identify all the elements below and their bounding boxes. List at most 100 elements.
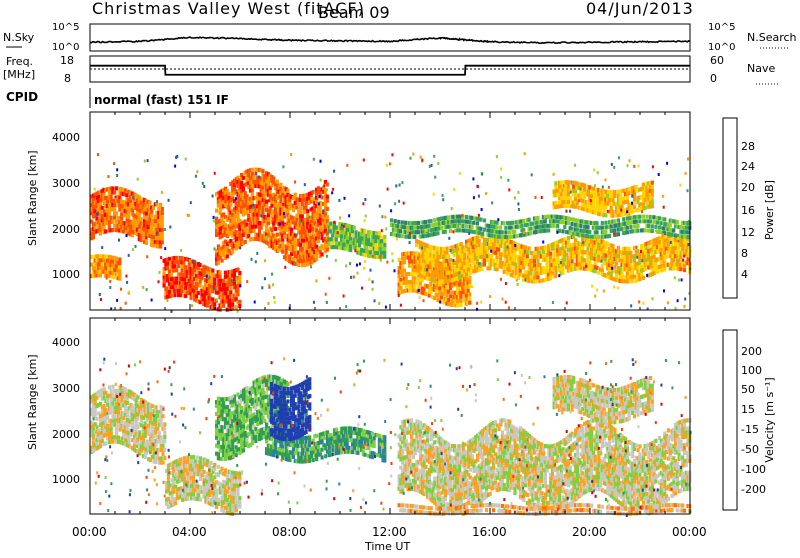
- heatmap-cell: [110, 410, 113, 414]
- heatmap-cell: [154, 422, 157, 426]
- heatmap-cell: [397, 220, 400, 224]
- heatmap-cell: [633, 275, 636, 279]
- heatmap-cell: [672, 229, 675, 233]
- heatmap-cell: [367, 238, 370, 242]
- scatter-cell: [403, 202, 405, 205]
- heatmap-cell: [398, 258, 401, 262]
- heatmap-cell: [376, 251, 379, 255]
- scatter-cell: [166, 299, 168, 302]
- heatmap-cell: [468, 284, 471, 288]
- heatmap-cell: [611, 244, 614, 248]
- heatmap-cell: [154, 418, 157, 422]
- scatter-cell: [311, 197, 313, 200]
- scatter-cell: [164, 228, 166, 231]
- heatmap-cell: [479, 218, 482, 222]
- heatmap-cell: [403, 268, 406, 272]
- scatter-cell: [191, 304, 193, 307]
- scatter-cell: [266, 236, 268, 239]
- heatmap-cell: [147, 204, 150, 208]
- heatmap-cell: [328, 241, 331, 245]
- heatmap-cell: [629, 225, 632, 229]
- heatmap-cell: [578, 254, 581, 258]
- heatmap-cell: [667, 242, 670, 246]
- heatmap-cell: [538, 263, 541, 267]
- heatmap-cell: [631, 229, 634, 233]
- heatmap-cell: [299, 210, 302, 214]
- heatmap-cell: [218, 270, 221, 274]
- heatmap-cell: [188, 262, 191, 266]
- heatmap-cell: [529, 227, 532, 231]
- heatmap-cell: [192, 476, 195, 480]
- heatmap-cell: [451, 266, 454, 270]
- scatter-cell: [268, 245, 270, 248]
- heatmap-cell: [163, 431, 166, 435]
- scatter-cell: [433, 193, 435, 196]
- scatter-cell: [420, 156, 422, 159]
- scatter-cell: [120, 288, 122, 291]
- heatmap-cell: [683, 235, 686, 239]
- scatter-cell: [368, 278, 370, 281]
- heatmap-cell: [258, 197, 261, 201]
- heatmap-cell: [238, 271, 241, 275]
- noise-sky-line: [90, 37, 690, 43]
- scatter-cell: [564, 184, 566, 187]
- heatmap-cell: [217, 291, 220, 295]
- heatmap-cell: [459, 299, 462, 303]
- scatter-cell: [320, 179, 322, 182]
- heatmap-cell: [179, 293, 182, 297]
- scatter-cell: [372, 288, 374, 291]
- heatmap-cell: [238, 279, 241, 283]
- heatmap-cell: [660, 260, 663, 264]
- heatmap-cell: [676, 220, 679, 224]
- heatmap-cell: [115, 257, 118, 261]
- heatmap-cell: [465, 215, 468, 219]
- scatter-cell: [642, 302, 644, 305]
- heatmap-cell: [528, 246, 531, 250]
- heatmap-cell: [175, 256, 178, 260]
- scatter-cell: [398, 294, 400, 297]
- scatter-cell: [594, 295, 596, 298]
- heatmap-cell: [163, 448, 166, 452]
- scatter-cell: [596, 288, 598, 291]
- scatter-cell: [682, 259, 684, 262]
- heatmap-cell: [304, 206, 307, 210]
- scatter-cell: [326, 188, 328, 191]
- heatmap-cell: [579, 224, 582, 228]
- scatter-cell: [476, 302, 478, 305]
- heatmap-cell: [311, 190, 314, 194]
- heatmap-cell: [576, 219, 579, 223]
- scatter-cell: [683, 226, 685, 229]
- scatter-cell: [326, 255, 328, 258]
- scatter-cell: [666, 162, 668, 165]
- heatmap-cell: [247, 214, 250, 218]
- heatmap-cell: [676, 250, 679, 254]
- scatter-cell: [310, 265, 312, 268]
- heatmap-cell: [279, 199, 282, 203]
- heatmap-cell: [160, 423, 163, 427]
- scatter-cell: [239, 284, 241, 287]
- heatmap-cell: [183, 477, 186, 481]
- heatmap-cell: [508, 230, 511, 234]
- heatmap-cell: [415, 281, 418, 285]
- heatmap-cell: [111, 385, 114, 389]
- heatmap-cell: [320, 252, 323, 256]
- heatmap-cell: [626, 280, 629, 284]
- heatmap-cell: [526, 223, 529, 227]
- scatter-cell: [585, 265, 587, 268]
- scatter-cell: [550, 274, 552, 277]
- heatmap-cell: [665, 255, 668, 259]
- scatter-cell: [125, 302, 127, 305]
- heatmap-cell: [601, 221, 604, 225]
- scatter-cell: [142, 286, 144, 289]
- scatter-cell: [185, 158, 187, 161]
- heatmap-cell: [426, 260, 429, 264]
- heatmap-cell: [638, 219, 641, 223]
- scatter-cell: [374, 299, 376, 302]
- scatter-cell: [613, 286, 615, 289]
- scatter-cell: [338, 199, 340, 202]
- scatter-cell: [331, 191, 333, 194]
- heatmap-cell: [622, 197, 625, 201]
- scatter-cell: [274, 301, 276, 304]
- heatmap-cell: [319, 221, 322, 225]
